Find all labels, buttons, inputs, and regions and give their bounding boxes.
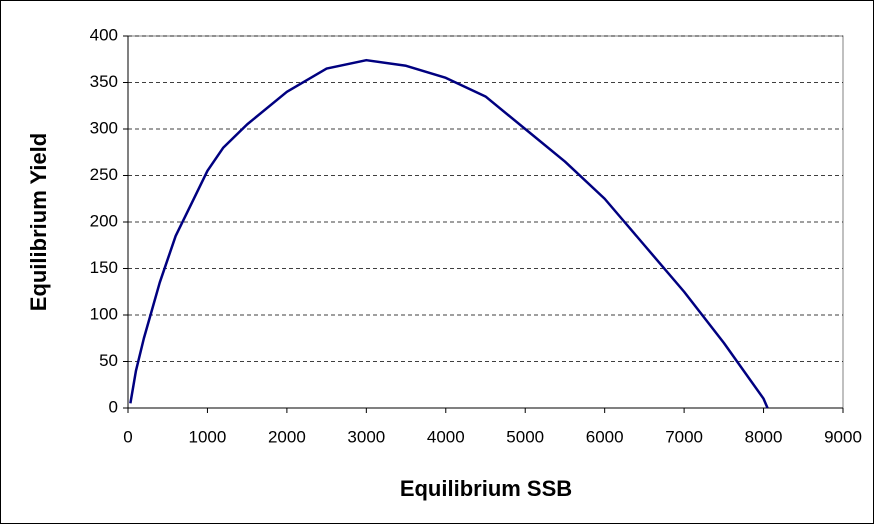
x-tick-label: 2000 — [268, 427, 306, 446]
y-tick-label: 350 — [90, 72, 118, 91]
x-tick-label: 6000 — [586, 427, 624, 446]
x-tick-label: 5000 — [506, 427, 544, 446]
y-tick-label: 100 — [90, 304, 118, 323]
x-tick-label: 4000 — [427, 427, 465, 446]
x-axis-title: Equilibrium SSB — [400, 476, 572, 501]
x-tick-label: 3000 — [347, 427, 385, 446]
x-tick-label: 8000 — [745, 427, 783, 446]
y-tick-label: 0 — [109, 397, 118, 416]
y-tick-label: 200 — [90, 211, 118, 230]
x-tick-label: 7000 — [665, 427, 703, 446]
y-tick-label: 150 — [90, 258, 118, 277]
x-tick-label: 0 — [123, 427, 132, 446]
y-tick-label: 400 — [90, 25, 118, 44]
x-tick-label: 1000 — [189, 427, 227, 446]
y-axis-title: Equilibrium Yield — [26, 133, 51, 311]
data-line — [129, 58, 769, 409]
y-tick-label: 50 — [99, 351, 118, 370]
y-tick-label: 250 — [90, 165, 118, 184]
y-tick-label: 300 — [90, 118, 118, 137]
x-tick-label: 9000 — [824, 427, 862, 446]
